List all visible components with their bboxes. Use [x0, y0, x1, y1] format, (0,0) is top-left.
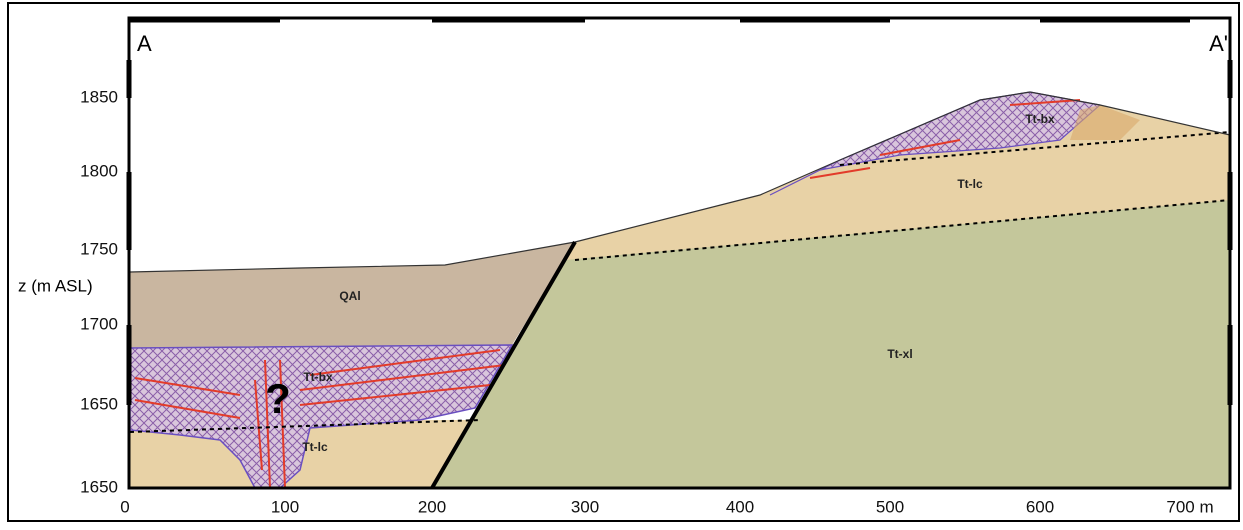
- unit-label: Tt-lc: [302, 440, 328, 454]
- y-axis-title: z (m ASL): [18, 276, 93, 295]
- section-start: A: [137, 31, 152, 56]
- unit-label: Tt-xl: [887, 347, 912, 361]
- x-tick-label: 500: [876, 497, 904, 516]
- y-tick-label: 1700: [80, 314, 118, 333]
- unit-label: Tt-lc: [957, 177, 983, 191]
- y-tick-label: 1850: [80, 87, 118, 106]
- x-tick-label: 400: [726, 497, 754, 516]
- x-tick-label: 100: [271, 497, 299, 516]
- unit-label: Tt-bx: [1025, 112, 1055, 126]
- x-tick-label: 0: [120, 497, 129, 516]
- x-tick-label: 600: [1026, 497, 1054, 516]
- y-tick-label: 1750: [80, 239, 118, 258]
- x-tick-label: 200: [418, 497, 446, 516]
- y-tick-label: 1650: [80, 477, 118, 496]
- uncertainty-mark: ?: [265, 375, 291, 422]
- y-tick-label: 1650: [80, 394, 118, 413]
- x-tick-label: 700 m: [1166, 497, 1213, 516]
- unit-label: Tt-bx: [303, 370, 333, 384]
- x-tick-label: 300: [571, 497, 599, 516]
- unit-label: QAl: [339, 289, 360, 303]
- cross-section: A A' z (m ASL) 1850180017501700165016500…: [0, 0, 1243, 525]
- section-end: A': [1209, 31, 1228, 56]
- y-tick-label: 1800: [80, 161, 118, 180]
